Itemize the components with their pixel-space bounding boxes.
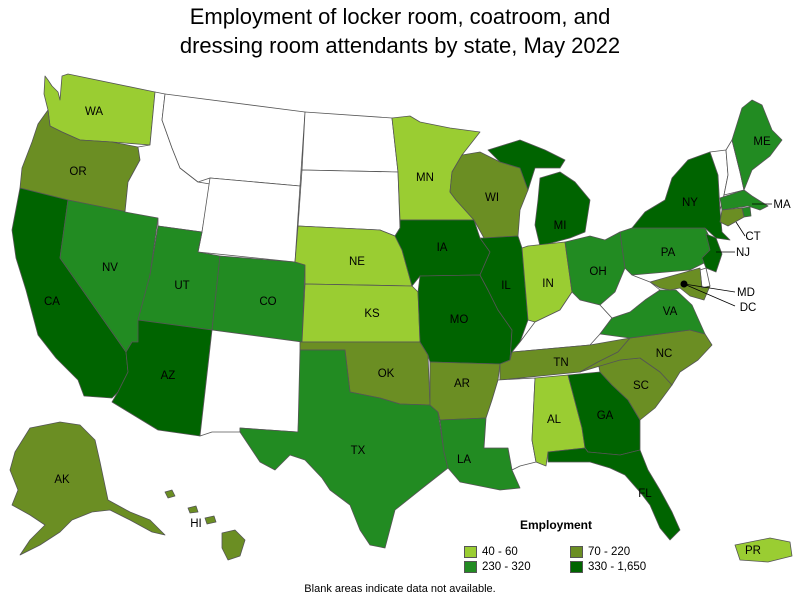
state-label-GA: GA [597, 410, 614, 422]
dc-marker [680, 280, 688, 288]
state-label-MO: MO [450, 314, 469, 326]
state-label-NV: NV [102, 262, 118, 274]
state-label-OH: OH [589, 266, 606, 278]
state-NM[interactable] [199, 329, 303, 437]
state-label-PR: PR [745, 545, 761, 557]
state-label-TX: TX [351, 445, 366, 457]
leader-line-DC [683, 283, 736, 307]
state-NJ[interactable] [701, 233, 723, 273]
legend-item-1: 40 - 60 [464, 546, 518, 558]
state-CO[interactable] [211, 255, 306, 343]
state-HI[interactable] [164, 489, 246, 561]
state-label-SC: SC [633, 380, 649, 392]
legend-item-2: 70 - 220 [570, 546, 630, 558]
state-ND[interactable] [301, 111, 399, 173]
state-CT[interactable] [719, 207, 745, 227]
state-label-NY: NY [682, 197, 698, 209]
state-label-FL: FL [638, 488, 652, 500]
map-title-line-1: Employment of locker room, coatroom, and [189, 4, 611, 29]
state-label-MN: MN [416, 172, 434, 184]
leader-line-MD [683, 283, 736, 293]
blank-areas-note: Blank areas indicate data not available. [304, 583, 496, 595]
map-title: Employment of locker room, coatroom, and… [0, 2, 800, 60]
legend-item-4: 330 - 1,650 [570, 561, 646, 573]
state-label-AK: AK [54, 474, 70, 486]
legend-label-2: 70 - 220 [588, 546, 631, 558]
state-SD[interactable] [297, 169, 401, 237]
legend-swatch-2 [570, 546, 583, 558]
state-FL[interactable] [547, 447, 681, 541]
state-label-CA: CA [44, 296, 60, 308]
state-MD[interactable] [649, 267, 711, 301]
state-label-CO: CO [259, 296, 276, 308]
state-ME[interactable] [731, 99, 783, 191]
state-KS[interactable] [301, 283, 421, 343]
state-label-MD: MD [737, 287, 755, 299]
state-label-OR: OR [69, 166, 86, 178]
leader-line-CT [735, 221, 746, 237]
state-label-NC: NC [656, 348, 673, 360]
legend-swatch-3 [464, 561, 477, 573]
state-label-ME: ME [753, 136, 771, 148]
state-label-AZ: AZ [161, 370, 176, 382]
state-label-MA: MA [773, 199, 791, 211]
state-label-WI: WI [485, 192, 499, 204]
state-label-KS: KS [364, 308, 380, 320]
state-label-UT: UT [174, 280, 189, 292]
state-label-CT: CT [745, 231, 760, 243]
state-label-DC: DC [740, 302, 757, 314]
state-label-TN: TN [553, 357, 568, 369]
state-labels-layer: WA OR CA NV UT AZ CO NE KS OK TX MN IA MO AR LA WI IL MI IN… [44, 106, 791, 557]
legend-label-4: 330 - 1,650 [588, 561, 647, 573]
legend-label-3: 230 - 320 [482, 561, 531, 573]
label-leader-lines [683, 203, 772, 307]
state-TX[interactable] [239, 349, 449, 549]
state-label-MI: MI [554, 220, 567, 232]
state-WY[interactable] [197, 177, 301, 263]
state-label-LA: LA [457, 454, 471, 466]
legend-item-3: 230 - 320 [464, 561, 531, 573]
state-label-IL: IL [501, 280, 511, 292]
state-label-AL: AL [547, 414, 562, 426]
state-label-WA: WA [85, 106, 103, 118]
state-label-IA: IA [437, 242, 448, 254]
state-label-OK: OK [378, 368, 395, 380]
state-NC[interactable] [579, 329, 713, 386]
territory-PR[interactable] [734, 537, 793, 563]
state-label-VA: VA [663, 306, 678, 318]
legend-swatch-1 [464, 546, 477, 558]
state-WV[interactable] [599, 267, 661, 319]
states-layer [9, 73, 793, 563]
legend-swatch-4 [570, 561, 583, 573]
map-title-line-2: dressing room attendants by state, May 2… [179, 33, 621, 58]
state-label-HI: HI [190, 518, 202, 530]
state-AK[interactable] [9, 421, 166, 556]
state-label-NE: NE [349, 256, 365, 268]
state-label-AR: AR [454, 378, 470, 390]
state-label-PA: PA [661, 247, 676, 259]
legend-title: Employment [520, 518, 593, 532]
state-label-NJ: NJ [736, 247, 750, 259]
legend-label-1: 40 - 60 [482, 546, 518, 558]
state-label-IN: IN [542, 278, 554, 290]
state-MI[interactable] [487, 139, 591, 247]
